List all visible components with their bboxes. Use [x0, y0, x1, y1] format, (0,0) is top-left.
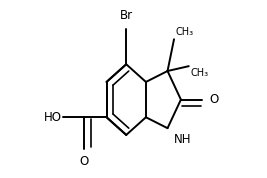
Text: O: O [210, 93, 219, 106]
Text: HO: HO [44, 111, 62, 124]
Text: O: O [79, 155, 88, 168]
Text: CH₃: CH₃ [176, 27, 194, 38]
Text: NH: NH [174, 133, 191, 146]
Text: CH₃: CH₃ [191, 68, 209, 78]
Text: Br: Br [120, 9, 133, 22]
